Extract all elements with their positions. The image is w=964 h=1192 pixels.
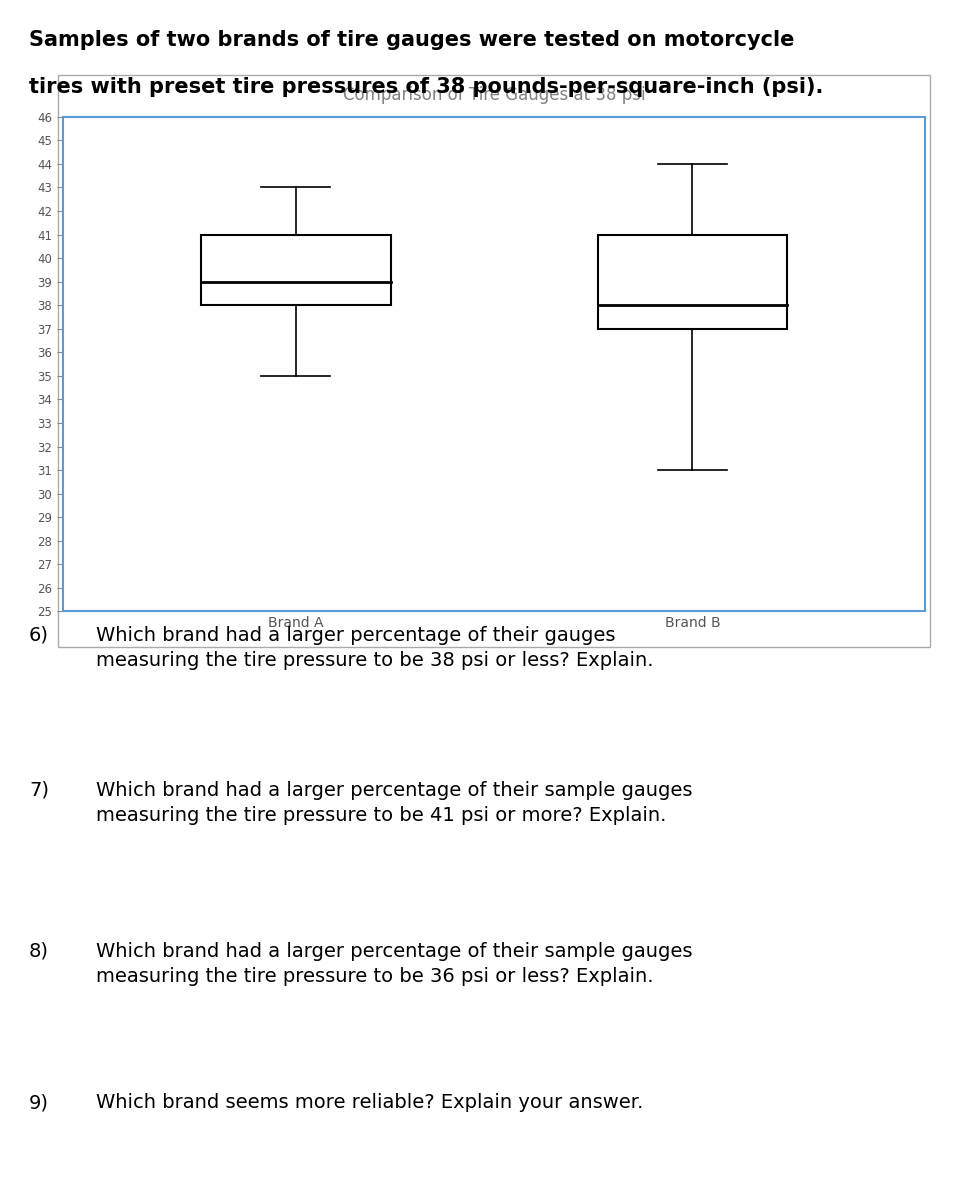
Text: Which brand seems more reliable? Explain your answer.: Which brand seems more reliable? Explain… [96,1093,644,1112]
Title: Comparison of Tire Gauges at 38 psi: Comparison of Tire Gauges at 38 psi [343,86,645,104]
Text: 7): 7) [29,781,49,800]
Text: Which brand had a larger percentage of their sample gauges
measuring the tire pr: Which brand had a larger percentage of t… [96,781,693,825]
Text: tires with preset tire pressures of 38 pounds-per-square-inch (psi).: tires with preset tire pressures of 38 p… [29,77,823,98]
Text: 9): 9) [29,1093,49,1112]
Text: 6): 6) [29,626,49,645]
Text: 8): 8) [29,942,49,961]
Text: Which brand had a larger percentage of their gauges
measuring the tire pressure : Which brand had a larger percentage of t… [96,626,654,670]
Text: Samples of two brands of tire gauges were tested on motorcycle: Samples of two brands of tire gauges wer… [29,30,794,50]
Text: Which brand had a larger percentage of their sample gauges
measuring the tire pr: Which brand had a larger percentage of t… [96,942,693,986]
FancyBboxPatch shape [598,235,788,329]
FancyBboxPatch shape [201,235,390,305]
